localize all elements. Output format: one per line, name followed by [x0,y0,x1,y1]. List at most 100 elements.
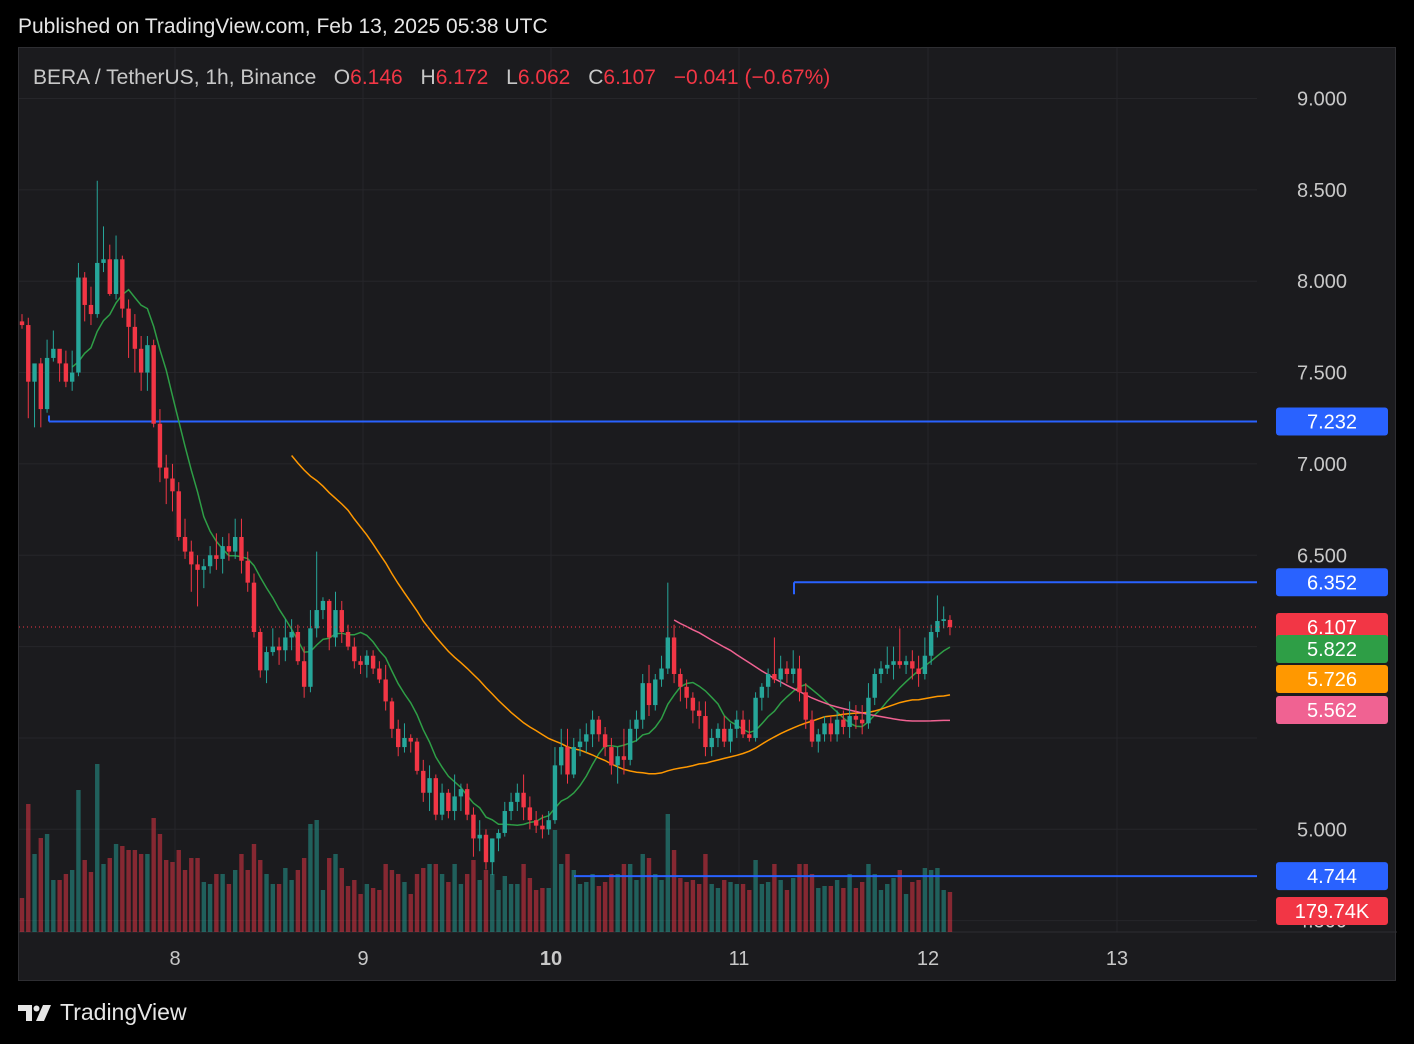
candle-body [602,734,608,748]
ma-value-label-bg [1276,665,1388,693]
candle-body [107,259,112,294]
candle-body [508,801,514,812]
candle-body [490,838,495,863]
time-tick-label: 10 [540,948,562,970]
volume-bar [590,874,595,932]
candle-body [521,792,526,808]
volume-bar [477,880,482,932]
volume-bar [822,886,827,932]
volume-bar [621,864,627,932]
candle-body [464,789,470,815]
candle-body [728,728,733,742]
volume-bar [19,898,25,932]
candle-body [722,728,727,742]
close-value: 6.107 [603,66,656,89]
candle-body [859,719,865,724]
volume-bar [709,884,714,932]
candle-body [57,348,62,364]
volume-bar [885,884,890,932]
time-tick-label: 13 [1106,948,1128,970]
volume-bar [665,814,671,932]
candle-body [176,491,181,537]
volume-bar [364,884,370,932]
level-price-label-bg [1276,568,1388,597]
volume-value-label-bg [1276,897,1388,925]
volume-bar [352,880,357,932]
candle-body [797,668,802,693]
volume-bar [872,874,877,932]
candle-body [828,723,834,735]
candle-body [19,321,25,326]
volume-bar [295,870,301,932]
volume-bar [239,854,244,932]
price-axis[interactable]: 9.0008.5008.0007.5007.0006.5006.0005.000… [1297,89,1347,933]
candle-body [239,536,244,561]
candle-body [157,423,163,468]
volume-bar [283,868,288,932]
candle-body [565,747,570,775]
volume-bar [276,884,282,932]
volume-bar [847,874,852,932]
volume-bar [345,886,351,932]
volume-bar [627,864,633,932]
volume-bar [797,864,802,932]
candle-body [151,345,156,424]
volume-bar [439,874,445,932]
time-tick-label: 8 [169,948,180,970]
volume-bar [947,892,953,932]
volume-bar [533,890,539,932]
candle-body [95,262,100,315]
candle-body [345,631,351,647]
last-price-label: 6.107 [1307,617,1357,639]
candle-body [897,661,902,665]
volume-bars [19,764,953,932]
volume-bar [207,884,213,932]
volume-bar [765,882,771,932]
candle-body [590,719,595,735]
volume-bar [609,874,614,932]
candle-body [684,686,689,698]
tradingview-logo[interactable]: TradingView [18,999,187,1026]
volume-bar [515,884,520,932]
candle-body [515,792,520,802]
candle-body [671,637,677,675]
volume-bar [182,870,188,932]
time-axis[interactable]: 8 9 10 11 12 13 [169,948,1128,970]
volume-bar [157,834,163,932]
candle-body [847,716,852,727]
price-tick-label: 8.500 [1297,180,1347,202]
candle-body [935,621,940,632]
horizontal-levels[interactable] [48,415,1257,878]
candle-body [339,610,344,632]
volume-bar [897,870,902,932]
candle-body [872,674,877,698]
candle-body [540,825,545,830]
candle-body [634,719,639,729]
volume-bar [684,882,689,932]
volume-bar [270,884,275,932]
candle-body [283,637,288,651]
candle-body [439,792,445,815]
volume-bar [703,854,708,932]
volume-bar [615,874,620,932]
volume-bar [113,844,119,932]
low-label: L [506,66,518,89]
volume-bar [540,888,545,932]
level-price-label-bg [1276,862,1388,891]
candle-body [51,348,56,358]
volume-bar [151,818,156,932]
candle-body [389,701,395,729]
candle-body [803,692,808,720]
candle-body [546,820,551,830]
price-tick-label: 6.500 [1297,545,1347,567]
chart-panel[interactable]: 9.0008.5008.0007.5007.0006.5006.0005.000… [18,47,1397,982]
volume-bar [853,888,859,932]
candle-body [264,652,269,671]
volume-bar [521,864,526,932]
volume-bar [57,880,62,932]
volume-bar [922,868,928,932]
volume-bar [145,854,150,932]
chart-canvas[interactable]: 9.0008.5008.0007.5007.0006.5006.0005.000… [19,48,1397,982]
volume-bar [458,884,464,932]
